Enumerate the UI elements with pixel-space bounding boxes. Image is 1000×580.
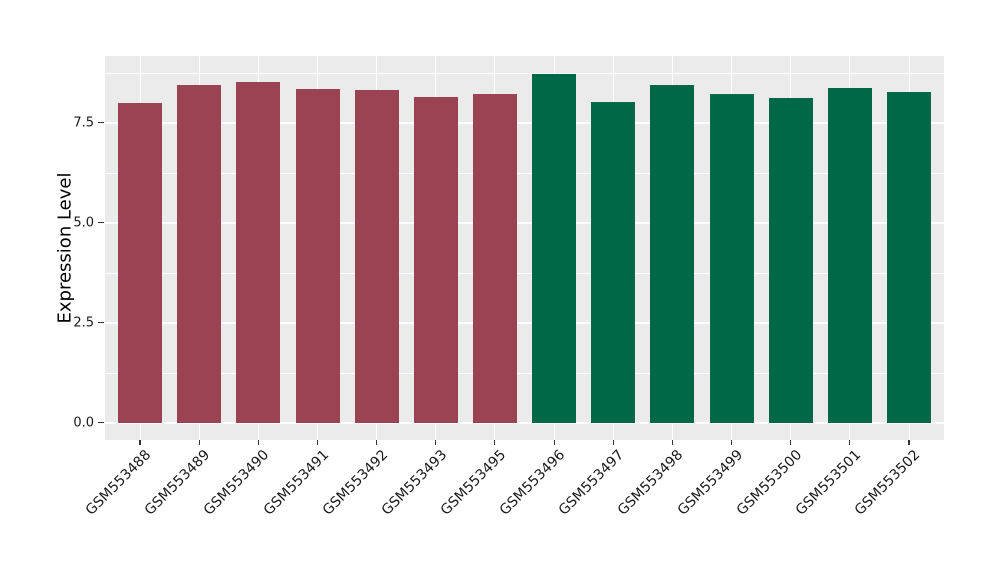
x-tick-mark bbox=[671, 440, 673, 445]
major-gridline bbox=[105, 222, 944, 224]
bar-GSM553499 bbox=[709, 94, 754, 423]
x-tick-mark bbox=[553, 440, 555, 445]
major-gridline bbox=[105, 122, 944, 124]
bar-GSM553500 bbox=[768, 97, 813, 423]
x-tick-mark bbox=[730, 440, 733, 445]
minor-gridline bbox=[105, 372, 944, 374]
bar-GSM553488 bbox=[118, 102, 162, 423]
bar-GSM553492 bbox=[354, 89, 399, 423]
x-tick-mark bbox=[435, 440, 437, 445]
bar-GSM553495 bbox=[472, 93, 517, 423]
y-tick-mark bbox=[98, 122, 104, 124]
x-tick-mark bbox=[494, 440, 496, 445]
x-tick-mark bbox=[908, 440, 910, 445]
x-tick-mark bbox=[612, 440, 614, 445]
y-tick-mark bbox=[98, 322, 104, 324]
bar-GSM553489 bbox=[177, 85, 222, 423]
y-tick-label: 2.5 bbox=[73, 315, 94, 331]
bar-GSM553496 bbox=[532, 73, 577, 423]
x-tick-mark bbox=[139, 440, 141, 445]
bar-GSM553493 bbox=[413, 96, 458, 423]
bar-GSM553497 bbox=[591, 101, 636, 423]
bar-GSM553491 bbox=[295, 88, 340, 423]
x-tick-mark bbox=[376, 440, 378, 445]
x-tick-mark bbox=[849, 440, 851, 445]
bar-GSM553490 bbox=[236, 81, 281, 423]
bar-GSM553501 bbox=[827, 87, 872, 423]
major-gridline bbox=[105, 322, 944, 324]
y-tick-label: 0.0 bbox=[73, 415, 94, 431]
x-tick-mark bbox=[198, 440, 200, 445]
x-tick-mark bbox=[316, 440, 319, 445]
x-tick-mark bbox=[790, 440, 792, 445]
y-tick-label: 7.5 bbox=[73, 115, 94, 131]
bar-GSM553502 bbox=[887, 91, 931, 423]
major-gridline bbox=[105, 422, 944, 424]
y-tick-mark bbox=[98, 222, 104, 224]
minor-gridline bbox=[105, 172, 944, 174]
minor-gridline bbox=[105, 72, 944, 74]
minor-gridline bbox=[105, 272, 944, 274]
plot-panel bbox=[105, 56, 944, 440]
y-axis-title: Expression Level bbox=[54, 172, 76, 324]
x-tick-mark bbox=[257, 440, 259, 445]
bar-GSM553498 bbox=[650, 85, 695, 423]
y-tick-mark bbox=[98, 422, 104, 424]
y-tick-label: 5.0 bbox=[73, 215, 94, 231]
